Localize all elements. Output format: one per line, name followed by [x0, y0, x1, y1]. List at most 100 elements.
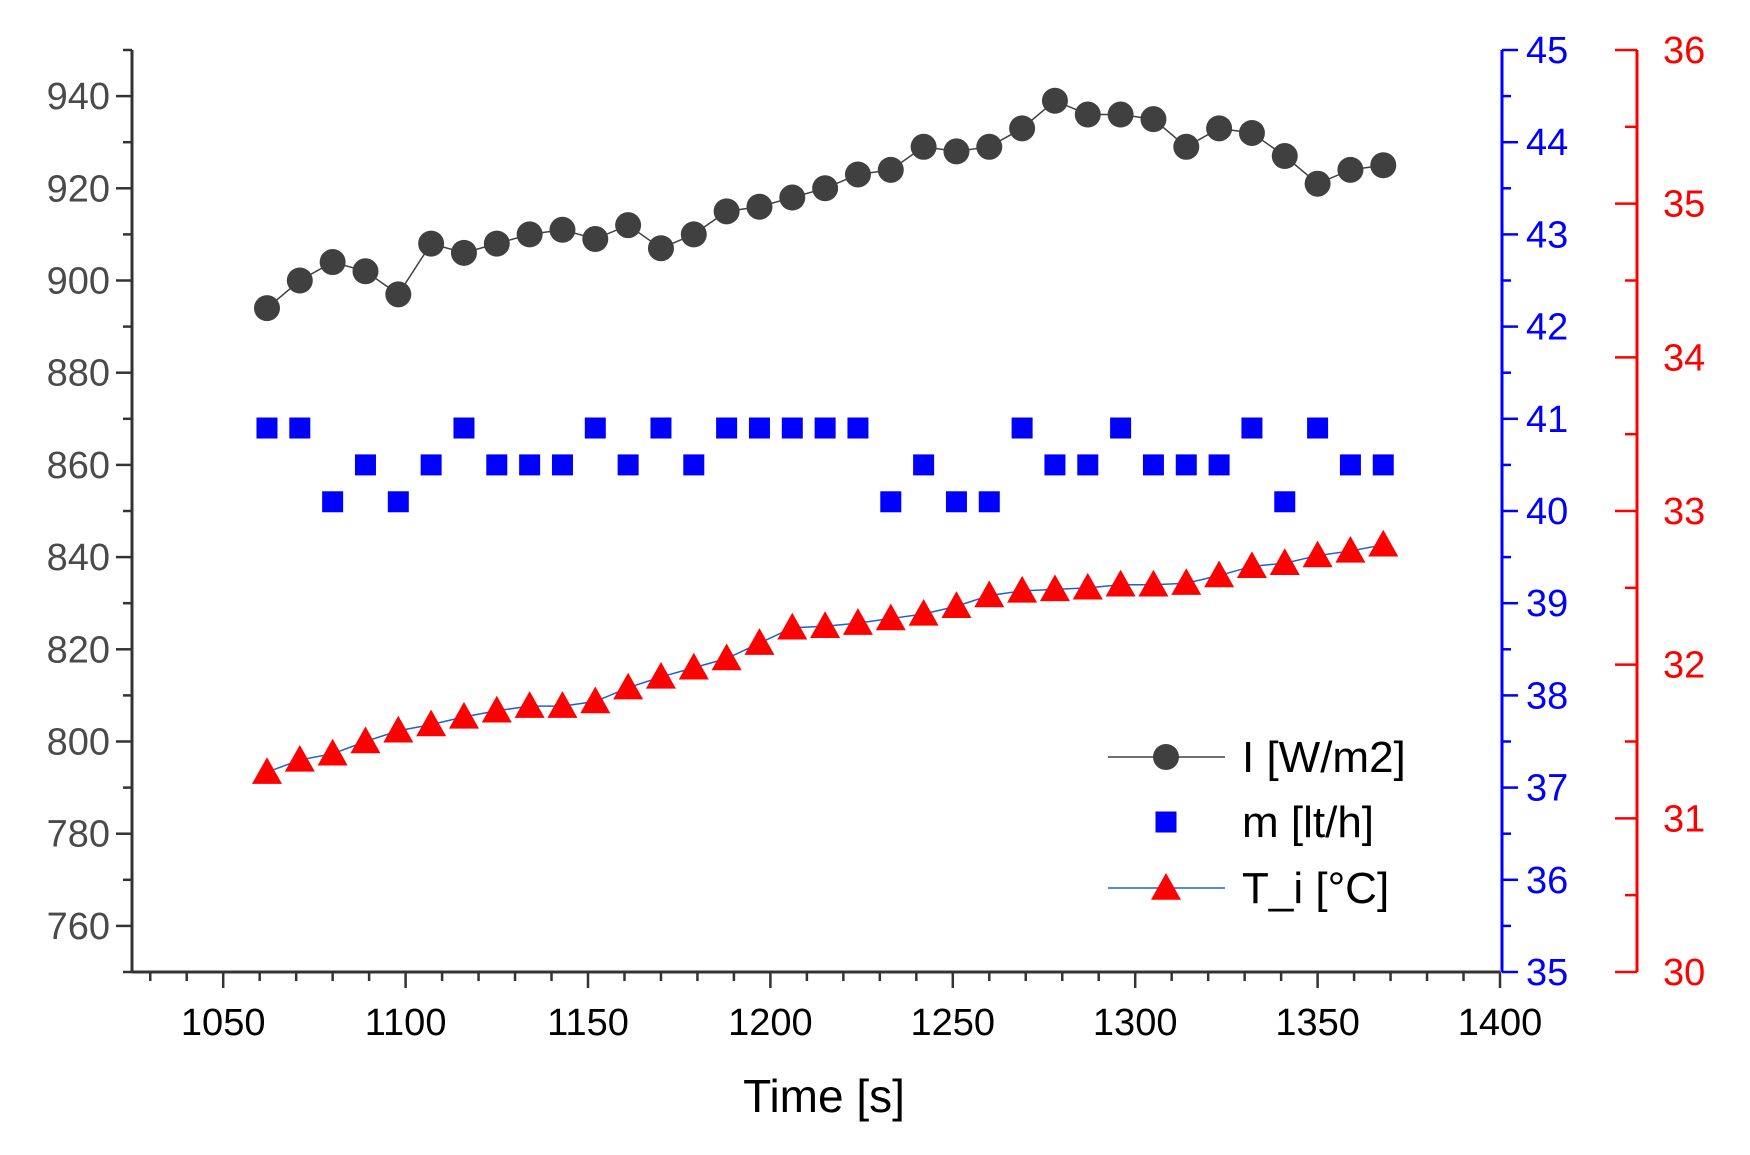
- data-point-triangle: [678, 652, 709, 680]
- data-point-square: [617, 454, 639, 476]
- left-tick-label: 860: [47, 445, 110, 487]
- data-point-circle: [1074, 101, 1101, 128]
- left-tick-label: 780: [47, 814, 110, 856]
- data-point-triangle: [744, 628, 775, 655]
- data-point-triangle: [416, 709, 447, 737]
- data-point-circle: [1009, 115, 1036, 142]
- data-point-triangle: [908, 598, 939, 626]
- legend-label: I [W/m2]: [1242, 733, 1406, 782]
- data-point-triangle: [1138, 569, 1169, 597]
- data-point-triangle: [613, 672, 644, 700]
- red-tick-label: 35: [1663, 184, 1705, 226]
- data-point-circle: [450, 239, 477, 266]
- red-tick-label: 30: [1663, 952, 1705, 994]
- left-tick-label: 880: [47, 353, 110, 395]
- data-point-square: [420, 454, 442, 476]
- data-point-triangle: [1204, 560, 1235, 588]
- data-point-circle: [1238, 119, 1265, 146]
- data-point-circle: [1041, 87, 1068, 114]
- data-point-triangle: [1171, 568, 1202, 595]
- data-point-triangle: [481, 695, 512, 723]
- data-point-circle: [943, 138, 970, 165]
- data-point-circle: [877, 156, 904, 183]
- data-point-triangle: [1039, 574, 1070, 602]
- blue-tick-label: 37: [1526, 768, 1568, 810]
- x-axis-title: Time [s]: [743, 1070, 905, 1122]
- data-point-triangle: [448, 701, 479, 729]
- data-point-circle: [253, 295, 280, 322]
- data-point-square: [551, 454, 573, 476]
- data-point-triangle: [777, 612, 808, 640]
- data-point-square: [1307, 417, 1329, 439]
- red-tick-label: 36: [1663, 30, 1705, 72]
- x-tick-label: 1150: [547, 1002, 629, 1044]
- red-tick-label: 31: [1663, 798, 1705, 840]
- series-circle: [253, 87, 1397, 322]
- data-point-square: [1208, 454, 1230, 476]
- left-tick-label: 800: [47, 722, 110, 764]
- x-tick-label: 1400: [1458, 1002, 1543, 1044]
- data-point-square: [913, 454, 935, 476]
- legend-label: T_i [°C]: [1242, 864, 1389, 913]
- data-point-circle: [516, 221, 543, 248]
- left-tick-label: 900: [47, 261, 110, 303]
- left-tick-label: 940: [47, 76, 110, 118]
- data-point-square: [1077, 454, 1099, 476]
- data-point-circle: [385, 281, 412, 308]
- blue-tick-label: 45: [1526, 30, 1568, 72]
- left-tick-label: 840: [47, 537, 110, 579]
- data-point-square: [322, 491, 344, 513]
- data-point-circle: [286, 267, 313, 294]
- data-point-square: [1372, 454, 1394, 476]
- data-point-square: [781, 417, 803, 439]
- legend-label: m [lt/h]: [1242, 798, 1374, 847]
- data-point-triangle: [514, 691, 545, 718]
- data-point-circle: [1140, 106, 1167, 133]
- blue-tick-label: 35: [1526, 952, 1568, 994]
- data-point-square: [256, 417, 278, 439]
- data-point-circle: [746, 193, 773, 220]
- blue-tick-label: 39: [1526, 583, 1568, 625]
- data-point-circle: [647, 235, 674, 262]
- data-point-square: [847, 417, 869, 439]
- data-point-triangle: [842, 608, 873, 635]
- data-point-circle: [713, 198, 740, 225]
- data-point-triangle: [350, 726, 381, 754]
- data-point-square: [486, 454, 508, 476]
- series-triangle: [251, 529, 1399, 784]
- data-point-square: [978, 491, 1000, 513]
- data-point-triangle: [1236, 551, 1267, 579]
- data-point-circle: [1206, 115, 1233, 142]
- data-point-triangle: [645, 661, 676, 689]
- legend-marker-circle: [1153, 744, 1179, 770]
- series-square: [256, 417, 1394, 513]
- data-point-circle: [844, 161, 871, 188]
- data-point-circle: [319, 249, 346, 276]
- data-point-square: [650, 417, 672, 439]
- x-tick-label: 1250: [911, 1002, 996, 1044]
- x-tick-label: 1300: [1093, 1002, 1178, 1044]
- data-point-circle: [1370, 152, 1397, 179]
- data-point-circle: [976, 133, 1003, 160]
- data-point-circle: [779, 184, 806, 211]
- data-point-circle: [615, 212, 642, 239]
- data-point-triangle: [875, 603, 906, 631]
- blue-tick-label: 43: [1526, 214, 1568, 256]
- data-point-triangle: [711, 643, 742, 671]
- data-point-triangle: [974, 580, 1005, 608]
- blue-tick-label: 44: [1526, 122, 1568, 164]
- blue-tick-label: 38: [1526, 675, 1568, 717]
- data-point-triangle: [1335, 535, 1366, 563]
- data-point-circle: [812, 175, 839, 202]
- data-point-square: [880, 491, 902, 513]
- red-tick-label: 34: [1663, 337, 1705, 379]
- data-point-circle: [582, 226, 609, 253]
- data-point-triangle: [317, 738, 348, 766]
- data-point-triangle: [580, 686, 611, 714]
- x-tick-label: 1350: [1275, 1002, 1360, 1044]
- left-tick-label: 920: [47, 168, 110, 210]
- left-tick-label: 760: [47, 906, 110, 948]
- data-point-square: [748, 417, 770, 439]
- data-point-triangle: [251, 757, 282, 784]
